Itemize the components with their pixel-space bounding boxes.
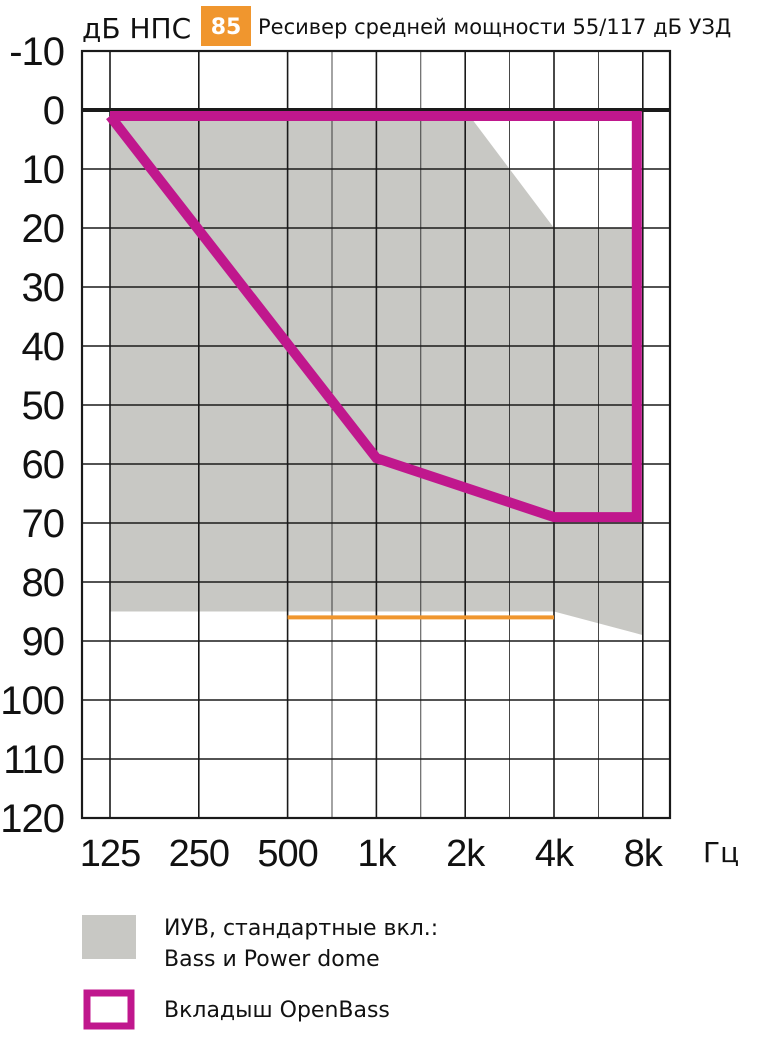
chart-title: Ресивер средней мощности 55/117 дБ УЗД	[258, 15, 731, 39]
grid-layer	[80, 49, 672, 820]
legend-label-outline: Вкладыш OpenBass	[164, 998, 390, 1023]
legend-swatch-outline	[83, 989, 135, 1030]
legend-label-area-line1: ИУВ, стандартные вкл.:	[164, 916, 438, 941]
y-tick-110: 110	[3, 738, 64, 782]
y-tick-labels: -10 0 10 20 30 40 50 60 70 80 90 100 110 120	[0, 30, 65, 841]
y-tick-50: 50	[22, 384, 65, 428]
x-tick-250: 250	[169, 833, 229, 875]
y-tick-10: 10	[22, 148, 65, 192]
legend-swatch-area	[82, 915, 136, 959]
y-tick-100: 100	[0, 679, 64, 723]
y-tick-30: 30	[22, 266, 65, 310]
legend: ИУВ, стандартные вкл.: Bass и Power dome…	[82, 915, 438, 1030]
x-tick-2k: 2k	[446, 833, 486, 875]
badge-85: 85	[211, 15, 242, 40]
plot-frame	[80, 49, 672, 820]
line-layer	[106, 111, 642, 620]
y-tick-60: 60	[22, 443, 65, 487]
x-axis-unit: Гц	[703, 836, 739, 869]
badge-bg	[201, 6, 251, 46]
y-tick-120: 120	[0, 797, 64, 841]
x-tick-4k: 4k	[535, 833, 575, 875]
legend-label-area-line2: Bass и Power dome	[164, 947, 380, 972]
y-tick-90: 90	[22, 620, 65, 664]
y-tick--10: -10	[9, 30, 64, 74]
y-tick-20: 20	[22, 207, 65, 251]
y-tick-0: 0	[43, 89, 64, 133]
y-tick-80: 80	[22, 561, 65, 605]
y-tick-70: 70	[22, 502, 65, 546]
x-tick-8k: 8k	[624, 833, 664, 875]
x-tick-1k: 1k	[357, 833, 397, 875]
y-axis-title: дБ НПС	[82, 12, 191, 45]
y-tick-40: 40	[22, 325, 65, 369]
openbass-outline	[106, 111, 642, 523]
x-tick-125: 125	[80, 833, 140, 875]
x-tick-labels: 125 250 500 1k 2k 4k 8k	[80, 833, 665, 875]
x-tick-500: 500	[257, 833, 317, 875]
